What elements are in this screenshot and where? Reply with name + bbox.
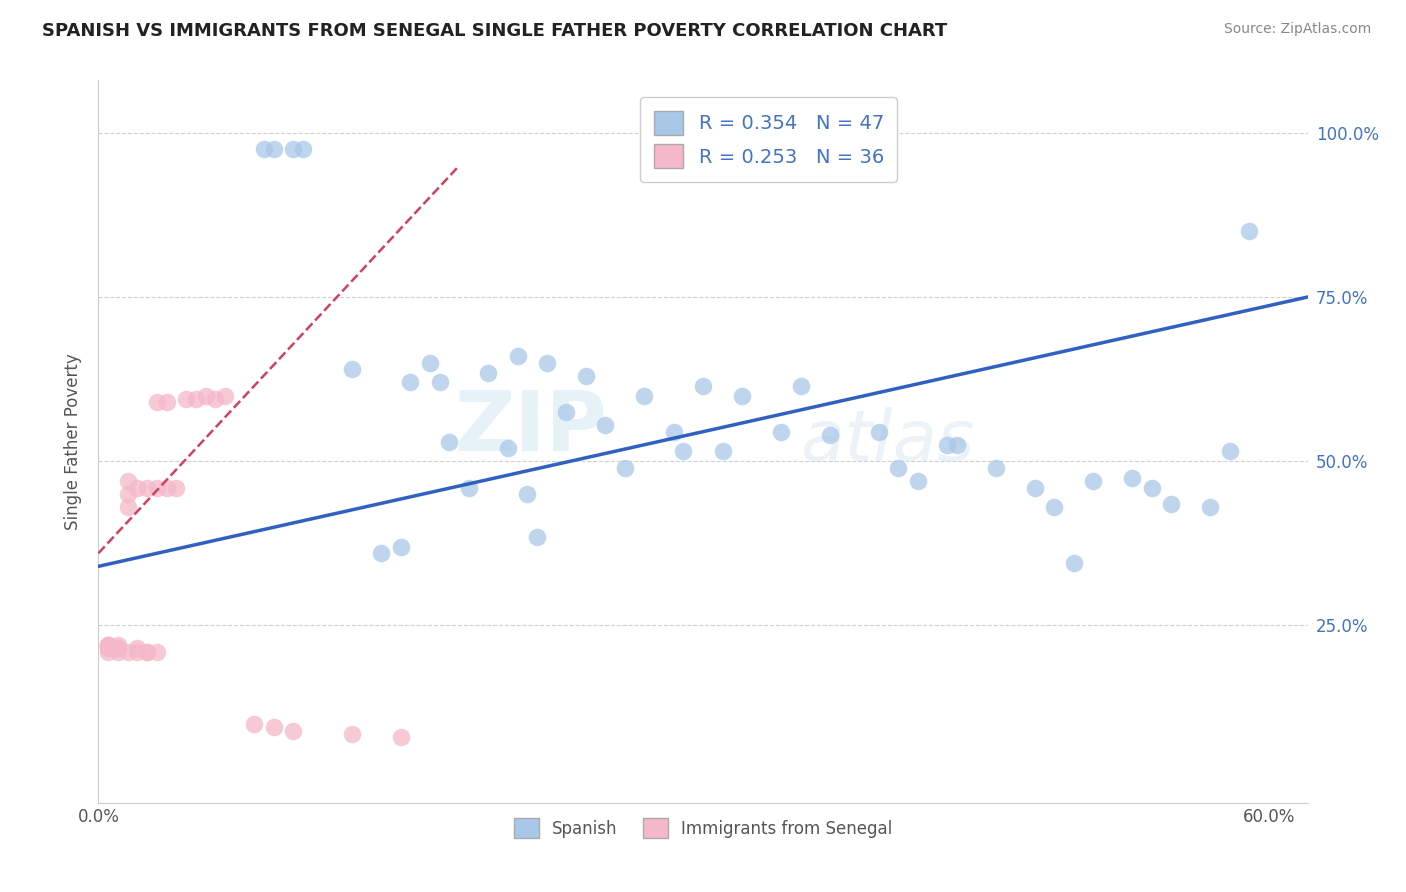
Point bbox=[214, 388, 236, 402]
Point bbox=[184, 392, 207, 406]
Point bbox=[292, 142, 315, 156]
Point bbox=[117, 645, 139, 659]
Point bbox=[127, 641, 149, 656]
Point bbox=[555, 405, 578, 419]
Point bbox=[389, 540, 412, 554]
Point bbox=[97, 645, 120, 659]
Point bbox=[107, 645, 129, 659]
Point bbox=[1063, 556, 1085, 570]
Point bbox=[340, 727, 363, 741]
Point bbox=[174, 392, 197, 406]
Point bbox=[614, 460, 637, 475]
Point bbox=[146, 645, 169, 659]
Point bbox=[136, 481, 159, 495]
Point bbox=[789, 378, 811, 392]
Point bbox=[458, 481, 481, 495]
Point bbox=[1219, 444, 1241, 458]
Point bbox=[1043, 500, 1066, 515]
Point bbox=[127, 481, 149, 495]
Point bbox=[156, 481, 179, 495]
Point bbox=[662, 425, 685, 439]
Point bbox=[887, 460, 910, 475]
Point bbox=[984, 460, 1007, 475]
Point bbox=[263, 142, 285, 156]
Point bbox=[97, 638, 120, 652]
Point bbox=[156, 395, 179, 409]
Point bbox=[672, 444, 695, 458]
Point bbox=[107, 638, 129, 652]
Point bbox=[1199, 500, 1222, 515]
Point bbox=[97, 641, 120, 656]
Point bbox=[389, 730, 412, 744]
Point bbox=[945, 438, 967, 452]
Point bbox=[340, 362, 363, 376]
Point bbox=[633, 388, 655, 402]
Point bbox=[146, 395, 169, 409]
Point bbox=[263, 720, 285, 734]
Point bbox=[496, 441, 519, 455]
Point bbox=[1160, 497, 1182, 511]
Point bbox=[731, 388, 754, 402]
Point bbox=[253, 142, 276, 156]
Point bbox=[107, 641, 129, 656]
Point bbox=[419, 356, 441, 370]
Point bbox=[595, 418, 617, 433]
Point bbox=[136, 645, 159, 659]
Point bbox=[1121, 471, 1143, 485]
Point bbox=[907, 474, 929, 488]
Point bbox=[439, 434, 461, 449]
Point bbox=[243, 717, 266, 731]
Point bbox=[536, 356, 558, 370]
Point bbox=[399, 376, 422, 390]
Point bbox=[692, 378, 714, 392]
Point bbox=[711, 444, 734, 458]
Point bbox=[204, 392, 226, 406]
Point bbox=[97, 641, 120, 656]
Point bbox=[477, 366, 499, 380]
Point bbox=[283, 142, 305, 156]
Text: Source: ZipAtlas.com: Source: ZipAtlas.com bbox=[1223, 22, 1371, 37]
Point bbox=[429, 376, 451, 390]
Point bbox=[516, 487, 538, 501]
Point bbox=[136, 645, 159, 659]
Point bbox=[1237, 224, 1260, 238]
Point bbox=[97, 638, 120, 652]
Point bbox=[1140, 481, 1163, 495]
Point bbox=[194, 388, 217, 402]
Point bbox=[370, 546, 392, 560]
Point bbox=[117, 487, 139, 501]
Text: ZIP: ZIP bbox=[454, 386, 606, 467]
Point bbox=[165, 481, 187, 495]
Y-axis label: Single Father Poverty: Single Father Poverty bbox=[65, 353, 83, 530]
Point bbox=[769, 425, 792, 439]
Point bbox=[818, 428, 841, 442]
Point bbox=[935, 438, 957, 452]
Text: SPANISH VS IMMIGRANTS FROM SENEGAL SINGLE FATHER POVERTY CORRELATION CHART: SPANISH VS IMMIGRANTS FROM SENEGAL SINGL… bbox=[42, 22, 948, 40]
Point bbox=[117, 500, 139, 515]
Point bbox=[107, 641, 129, 656]
Point bbox=[97, 638, 120, 652]
Point bbox=[868, 425, 890, 439]
Point bbox=[127, 645, 149, 659]
Point bbox=[1024, 481, 1046, 495]
Point bbox=[506, 349, 529, 363]
Point bbox=[575, 368, 598, 383]
Text: atlas: atlas bbox=[800, 407, 974, 476]
Point bbox=[526, 530, 548, 544]
Point bbox=[283, 723, 305, 738]
Point bbox=[117, 474, 139, 488]
Legend: Spanish, Immigrants from Senegal: Spanish, Immigrants from Senegal bbox=[508, 812, 898, 845]
Point bbox=[1081, 474, 1104, 488]
Point bbox=[146, 481, 169, 495]
